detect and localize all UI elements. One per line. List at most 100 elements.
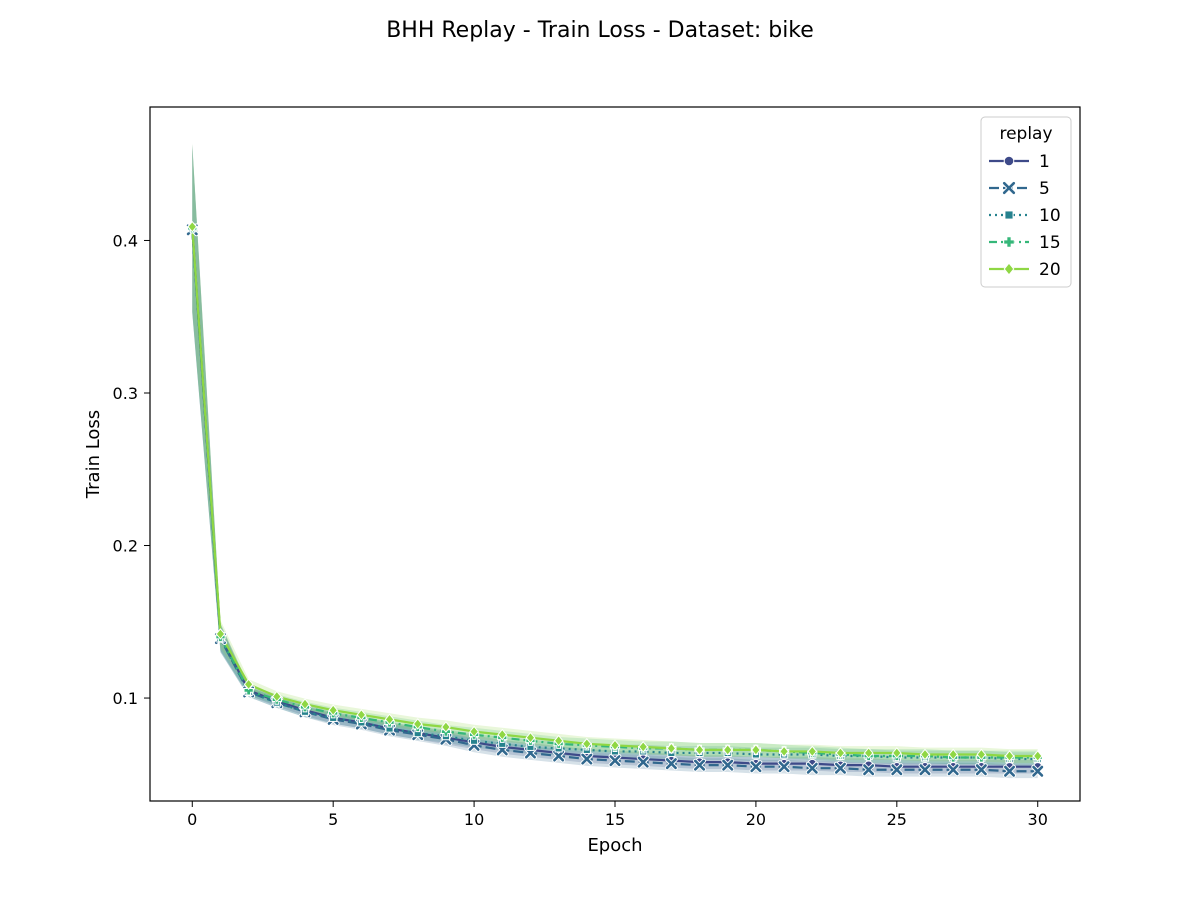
confidence-band <box>192 142 1038 763</box>
data-point <box>693 758 706 772</box>
data-point <box>580 752 594 766</box>
confidence-band <box>192 144 1038 765</box>
marker-stroke <box>919 764 931 776</box>
data-point <box>694 744 705 756</box>
confidence-band <box>192 144 1038 766</box>
data-point <box>920 748 930 761</box>
data-point <box>610 739 620 752</box>
data-point <box>581 737 592 750</box>
data-point <box>834 761 847 775</box>
marker-stroke <box>1032 765 1044 777</box>
data-point <box>664 757 678 771</box>
confidence-band <box>192 145 1038 779</box>
data-point <box>722 744 733 756</box>
x-tick-label: 25 <box>887 810 907 829</box>
data-point <box>1004 750 1015 762</box>
data-point <box>805 761 819 775</box>
legend-label: 1 <box>1039 152 1050 172</box>
data-point <box>552 749 566 763</box>
legend-label: 20 <box>1039 260 1061 280</box>
data-point <box>751 744 761 756</box>
legend-label: 10 <box>1039 206 1061 226</box>
data-point <box>1004 210 1014 220</box>
data-point <box>469 725 479 738</box>
series-lines <box>191 226 1038 773</box>
x-axis-label: Epoch <box>587 835 642 856</box>
data-point <box>187 220 198 233</box>
data-point <box>525 731 536 744</box>
data-point <box>976 748 987 761</box>
data-point <box>638 741 649 753</box>
data-point <box>1003 764 1016 778</box>
marker-stroke <box>609 755 621 767</box>
series-line <box>191 228 1038 761</box>
x-tick-label: 0 <box>187 810 197 829</box>
marker-stroke <box>637 756 649 768</box>
data-point <box>918 763 932 777</box>
chart-title: BHH Replay - Train Loss - Dataset: bike <box>386 18 814 43</box>
series-markers <box>185 220 1045 778</box>
marker-stroke <box>947 764 959 776</box>
data-point <box>946 763 960 777</box>
data-point <box>1003 155 1015 167</box>
data-point <box>974 763 988 777</box>
confidence-bands <box>192 142 1038 779</box>
data-point <box>1031 764 1045 778</box>
data-point <box>553 734 564 747</box>
data-point <box>497 728 508 741</box>
marker-stroke <box>1004 765 1016 777</box>
data-point <box>356 709 367 721</box>
data-point <box>749 760 763 774</box>
data-point <box>636 755 650 769</box>
data-point <box>1003 236 1015 248</box>
data-point <box>328 704 339 717</box>
x-tick-label: 30 <box>1028 810 1048 829</box>
series-line <box>191 228 1038 768</box>
data-point <box>779 745 789 758</box>
y-tick-label: 0.3 <box>113 384 138 403</box>
data-point <box>891 747 902 759</box>
marker-stroke <box>1002 181 1016 195</box>
data-point <box>863 747 874 759</box>
data-point <box>608 754 622 768</box>
x-tick-label: 10 <box>464 810 484 829</box>
data-point <box>835 747 846 759</box>
x-tick-label: 20 <box>746 810 766 829</box>
marker-stroke <box>891 764 903 776</box>
data-point <box>441 721 451 733</box>
legend-label: 15 <box>1039 233 1061 253</box>
data-point <box>948 748 959 761</box>
confidence-band <box>192 144 1038 774</box>
marker-stroke <box>665 758 677 770</box>
data-point <box>243 678 254 691</box>
marker-stroke <box>750 761 762 773</box>
y-tick-label: 0.2 <box>113 537 138 556</box>
series-line <box>191 229 1038 773</box>
marker-stroke <box>553 750 565 762</box>
data-point <box>271 690 282 703</box>
marker-stroke <box>694 759 706 771</box>
y-axis-ticks: 0.1 0.2 0.3 0.4 <box>113 231 150 708</box>
data-point <box>890 763 904 777</box>
series-line <box>191 226 1038 758</box>
marker-stroke <box>778 761 790 773</box>
data-point <box>1032 750 1043 762</box>
data-point <box>721 758 735 772</box>
data-point <box>1003 262 1015 276</box>
x-axis-ticks: 0 5 10 15 20 25 30 <box>187 801 1048 829</box>
data-point <box>215 628 226 640</box>
x-tick-label: 15 <box>605 810 625 829</box>
y-axis-label: Train Loss <box>83 410 104 499</box>
data-point <box>777 760 791 774</box>
y-tick-label: 0.4 <box>113 231 138 250</box>
y-tick-label: 0.1 <box>113 689 138 708</box>
data-point <box>384 713 395 726</box>
marker-stroke <box>581 753 593 765</box>
data-point <box>300 698 310 710</box>
marker-stroke <box>806 762 818 774</box>
marker-stroke <box>834 762 846 774</box>
marker-stroke <box>975 764 987 776</box>
